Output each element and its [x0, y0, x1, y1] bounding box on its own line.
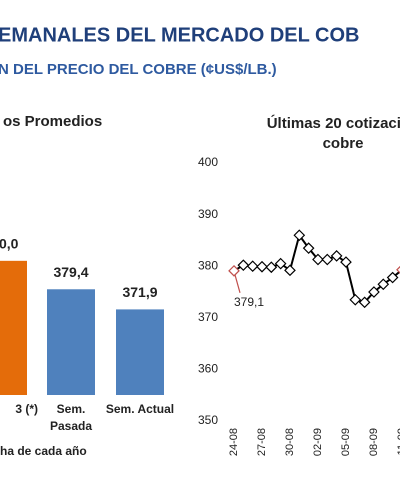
y-tick-label: 370: [198, 310, 218, 324]
point-marker: [246, 260, 259, 273]
x-tick-label: 02-09: [312, 428, 324, 456]
x-tick-label: 3 (*): [15, 402, 38, 416]
point-marker: [330, 250, 343, 262]
y-tick-label: 350: [198, 413, 218, 427]
chart-title: cobre: [323, 135, 364, 152]
point-marker: [321, 253, 334, 266]
point-marker: [228, 264, 240, 277]
point-marker: [396, 265, 400, 274]
point-marker: [237, 259, 250, 272]
point-marker: [368, 286, 380, 298]
x-tick-label: 08-09: [368, 428, 380, 456]
chart-title: os Promedios: [3, 113, 102, 130]
x-tick-label: Sem. Actual: [106, 402, 174, 416]
y-tick-label: 390: [198, 207, 218, 221]
x-tick-label: 11-09: [396, 428, 400, 455]
point-marker: [340, 256, 352, 268]
point-marker: [293, 229, 306, 242]
point-marker: [265, 261, 278, 274]
point-marker: [312, 253, 324, 266]
bar: [47, 289, 95, 395]
point-marker: [302, 242, 315, 254]
x-tick-label: 27-08: [256, 428, 268, 456]
point-marker: [358, 296, 371, 309]
point-marker: [284, 264, 296, 277]
chart-title: Últimas 20 cotizacion: [267, 114, 400, 132]
y-tick-label: 400: [198, 155, 218, 169]
bar: [116, 309, 164, 395]
point-marker: [377, 278, 390, 291]
value-label: 371,9: [122, 284, 157, 300]
value-label: 379,4: [53, 264, 88, 280]
bar: [0, 260, 27, 395]
value-label: 379,1: [234, 295, 264, 309]
page-title: EMANALES DEL MERCADO DEL COB: [0, 24, 360, 46]
point-marker: [274, 257, 287, 270]
point-marker: [386, 271, 399, 284]
point-marker: [256, 260, 268, 273]
x-tick-label: 30-08: [284, 428, 296, 456]
y-tick-label: 380: [198, 258, 218, 272]
x-tick-label: Sem.: [57, 402, 86, 416]
x-tick-label: Pasada: [50, 419, 92, 433]
annotation-arrow: [234, 274, 241, 294]
x-tick-label: 24-08: [228, 428, 240, 456]
footnote: ha de cada año: [0, 444, 87, 458]
value-label: 0,0: [0, 236, 19, 252]
y-tick-label: 360: [198, 362, 218, 376]
x-tick-label: 05-09: [340, 428, 352, 456]
point-marker: [349, 293, 362, 306]
page-subtitle: N DEL PRECIO DEL COBRE (¢US$/LB.): [0, 61, 277, 78]
